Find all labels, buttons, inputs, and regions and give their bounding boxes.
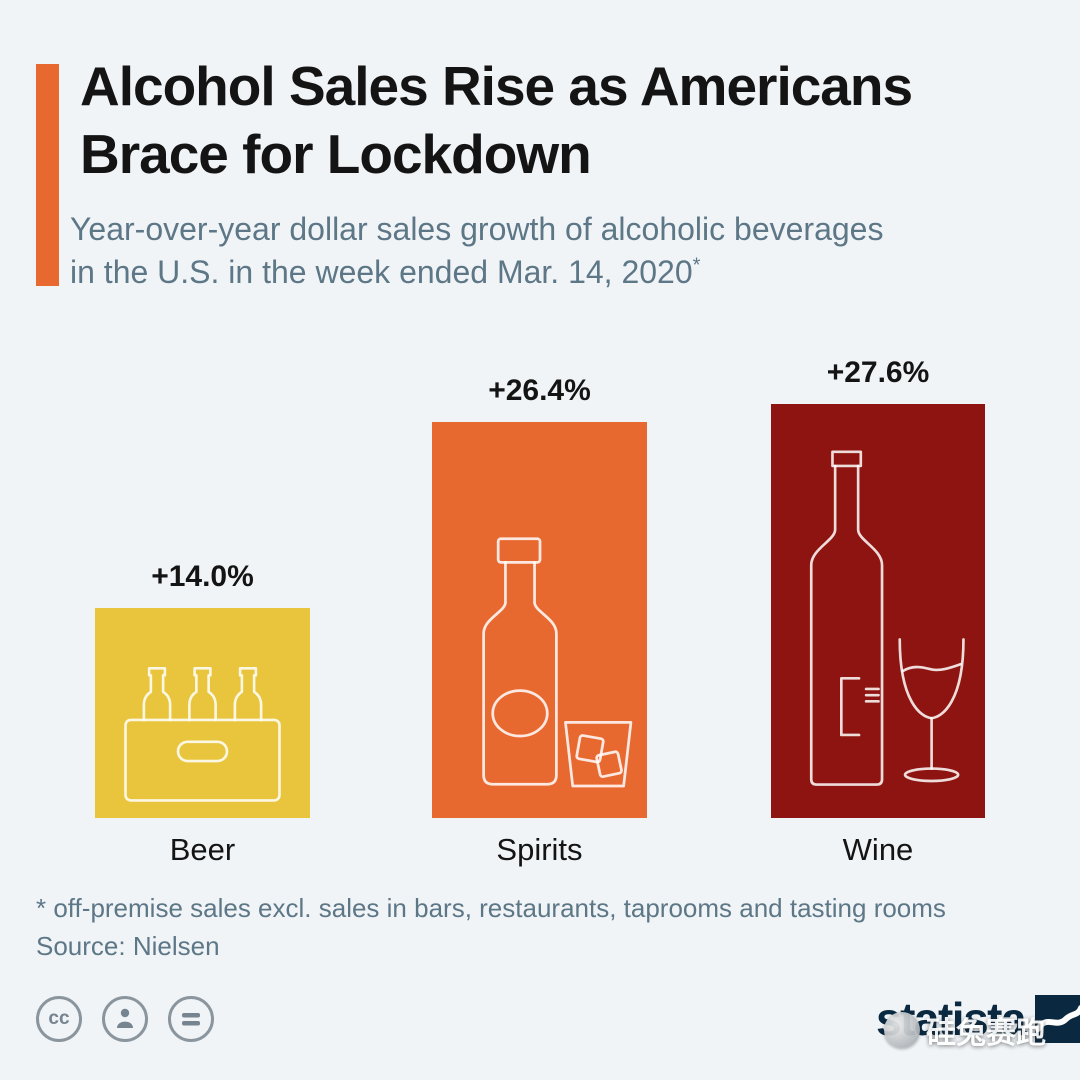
wine-bottle-glass-icon xyxy=(809,450,965,786)
chart-footnote: * off-premise sales excl. sales in bars,… xyxy=(36,893,946,923)
bar-beer xyxy=(95,608,310,818)
bar-group-beer: +14.0% Beer xyxy=(95,560,310,867)
category-label-beer: Beer xyxy=(169,832,236,867)
license-icons: cc xyxy=(36,996,214,1042)
person-glyph-icon xyxy=(117,1008,133,1028)
title-line-1: Alcohol Sales Rise as Americans xyxy=(80,55,913,117)
footnote-marker: * xyxy=(692,254,701,277)
chart-subtitle: Year-over-year dollar sales growth of al… xyxy=(70,208,883,294)
watermark-text: 硅兔赛跑 xyxy=(926,1017,1046,1050)
watermark-rabbit-icon xyxy=(884,1012,920,1048)
bar-spirits xyxy=(432,422,647,818)
subtitle-line-2: in the U.S. in the week ended Mar. 14, 2… xyxy=(70,254,701,290)
watermark: 硅兔赛跑 xyxy=(884,1008,1046,1052)
spirits-bottle-glass-icon xyxy=(481,537,632,788)
beer-crate-icon xyxy=(124,666,281,802)
title-accent-bar xyxy=(36,64,59,286)
category-label-spirits: Spirits xyxy=(496,832,583,867)
bar-chart: +14.0% Beer +26.4% Spirits xyxy=(0,348,1080,867)
page-title: Alcohol Sales Rise as Americans Brace fo… xyxy=(80,52,913,188)
value-label-beer: +14.0% xyxy=(151,560,254,593)
equals-glyph-icon xyxy=(182,1013,200,1026)
attribution-icon xyxy=(102,996,148,1042)
category-label-wine: Wine xyxy=(842,832,914,867)
bar-group-wine: +27.6% Wine xyxy=(771,356,985,867)
chart-source: Source: Nielsen xyxy=(36,931,220,961)
bar-group-spirits: +26.4% Spirits xyxy=(432,374,647,867)
bar-wine xyxy=(771,404,985,818)
cc-icon: cc xyxy=(36,996,82,1042)
title-line-2: Brace for Lockdown xyxy=(80,123,592,185)
value-label-wine: +27.6% xyxy=(826,356,930,389)
subtitle-line-1: Year-over-year dollar sales growth of al… xyxy=(70,211,884,247)
value-label-spirits: +26.4% xyxy=(488,374,591,407)
equal-icon xyxy=(168,996,214,1042)
statista-logo-mark-icon xyxy=(1035,995,1080,1043)
statista-wave-icon xyxy=(1035,1005,1080,1032)
